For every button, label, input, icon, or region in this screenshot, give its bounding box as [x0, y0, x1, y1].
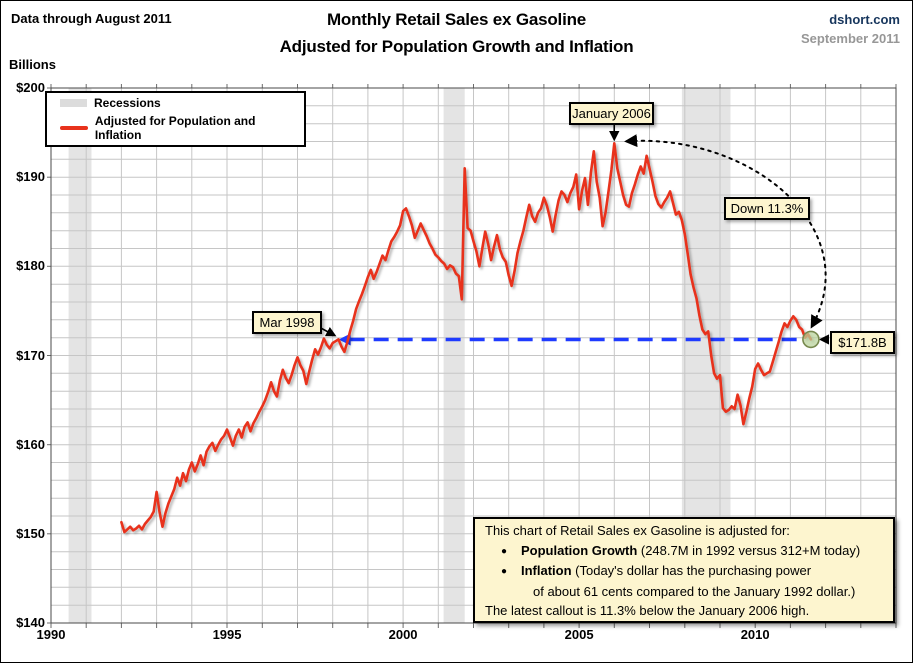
callout-down-percent: Down 11.3% [724, 197, 810, 220]
infobox-last-line: The latest callout is 11.3% below the Ja… [485, 603, 810, 618]
infobox: This chart of Retail Sales ex Gasoline i… [473, 517, 895, 623]
legend-series-label: Adjusted for Population and Inflation [94, 113, 256, 142]
plot-border [50, 87, 897, 624]
source-site-label: dshort.com [829, 12, 900, 27]
chart-title-line2: Adjusted for Population Growth and Infla… [279, 37, 634, 56]
callout-latest-value: $171.8B [830, 331, 895, 354]
y-axis-label: $180 [16, 258, 45, 274]
y-axis-label: $140 [16, 615, 45, 630]
x-axis-label: 2005 [564, 627, 594, 642]
y-axis-label: $150 [16, 525, 45, 541]
x-axis-label: 2010 [740, 627, 770, 642]
callout-mar-1998: Mar 1998 [252, 311, 322, 334]
recession-swatch-icon [60, 99, 87, 108]
data-through-label: Data through August 2011 [11, 11, 172, 26]
legend-box: Recessions Adjusted for Population and I… [45, 91, 306, 147]
legend-recessions-label: Recessions [94, 96, 161, 111]
x-axis-label: 1995 [212, 627, 242, 642]
source-block: dshort.com September 2011 [801, 10, 900, 48]
x-axis-label: 2000 [388, 627, 418, 642]
dotted-arrow [624, 134, 827, 329]
latest-point-marker [802, 330, 820, 349]
y-axis-label: $190 [16, 169, 45, 185]
legend-item-recessions: Recessions [60, 96, 304, 110]
bullet-icon: ● [501, 566, 508, 577]
y-axis-unit-label: Billions [9, 57, 56, 72]
series-line-swatch-icon [60, 125, 88, 130]
infobox-line1: This chart of Retail Sales ex Gasoline i… [485, 523, 790, 538]
bullet-icon: ● [501, 545, 508, 557]
callout-january-2006: January 2006 [569, 102, 654, 125]
y-axis-label: $170 [16, 347, 45, 363]
chart-title-line1: Monthly Retail Sales ex Gasoline [326, 10, 587, 29]
y-axis-label: $200 [16, 80, 45, 95]
infobox-bullet1: ● Population Growth (248.7M in 1992 versu… [501, 541, 883, 562]
infobox-bullet2-cont: of about 61 cents compared to the Januar… [533, 583, 856, 599]
infobox-bullet2: ● Inflation (Today's dollar has the purch… [501, 561, 883, 582]
legend-item-series: Adjusted for Population and Inflation [60, 114, 304, 142]
y-axis-label: $160 [16, 436, 45, 452]
source-date-label: September 2011 [800, 31, 900, 46]
x-axis-label: 1990 [36, 627, 66, 642]
